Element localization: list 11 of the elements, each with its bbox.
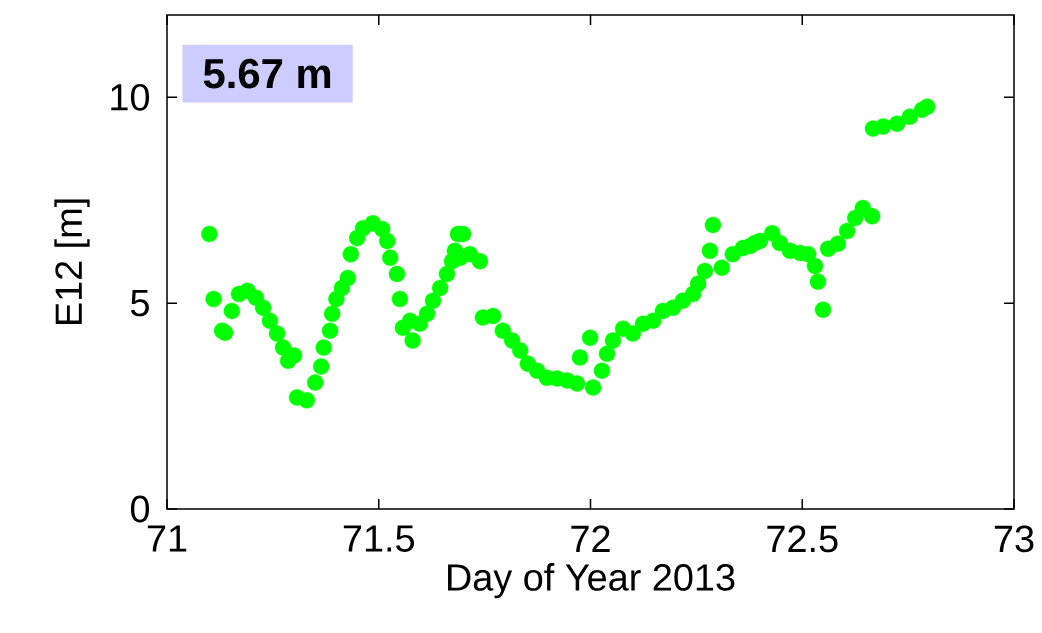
y-axis-title: E12 [m] (54, 199, 90, 325)
y-tick-label: 5 (130, 289, 149, 317)
x-tick-label: 71 (147, 525, 187, 552)
x-tick-label: 73 (994, 525, 1034, 553)
x-tick-label: 72.5 (767, 525, 838, 553)
y-tick-label: 0 (130, 495, 150, 523)
x-tick-label: 71.5 (343, 525, 415, 552)
annotation: 5.67 m (203, 58, 331, 89)
x-tick-label: 72 (571, 525, 610, 552)
x-axis-title: Day of Year 2013 (448, 563, 735, 599)
y-tick-label: 10 (111, 83, 150, 111)
